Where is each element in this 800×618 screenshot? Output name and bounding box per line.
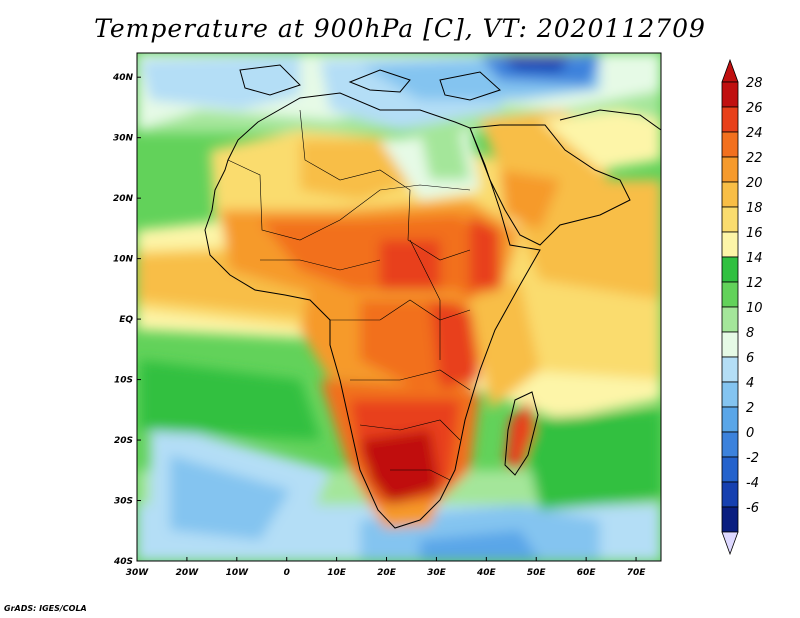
colorbar-label: 12 xyxy=(746,276,763,291)
lon-tick-label: 30W xyxy=(126,568,150,578)
lat-tick-label: 30S xyxy=(114,497,133,507)
colorbar-label: 28 xyxy=(746,76,763,91)
colorbar-swatch xyxy=(721,381,739,408)
colorbar-swatch xyxy=(721,506,739,533)
colorbar-label: 0 xyxy=(746,426,754,441)
lat-tick-label: 20S xyxy=(114,436,133,446)
lon-tick-label: 20E xyxy=(377,568,397,578)
colorbar-label: 8 xyxy=(746,326,754,341)
colorbar-label: 14 xyxy=(746,251,763,266)
colorbar-label: 18 xyxy=(746,201,763,216)
lon-tick-label: 60E xyxy=(577,568,597,578)
lat-tick-label: 20N xyxy=(113,194,134,204)
colorbar-bottom-arrow xyxy=(721,531,739,556)
lon-tick-label: 0 xyxy=(284,568,290,578)
lon-tick-label: 50E xyxy=(527,568,547,578)
colorbar-swatch xyxy=(721,281,739,308)
colorbar-label: 6 xyxy=(746,351,754,366)
colorbar-swatch xyxy=(721,131,739,158)
colorbar-swatch xyxy=(721,481,739,508)
colorbar-swatch xyxy=(721,156,739,183)
colorbar-label: 4 xyxy=(746,376,754,391)
colorbar-label: -6 xyxy=(746,501,759,516)
colorbar-swatch xyxy=(721,456,739,483)
coastlines xyxy=(204,64,661,529)
axis-labels: 30W 20W 10W 0 10E 20E 30E 40E 50E 60E 70E 40N 30N 20N… xyxy=(112,73,646,578)
colorbar-swatch xyxy=(721,181,739,208)
colorbar-label: -4 xyxy=(746,476,759,491)
colorbar-swatch xyxy=(721,106,739,133)
colorbar-label: 26 xyxy=(746,101,763,116)
lon-tick-label: 30E xyxy=(427,568,447,578)
lat-tick-label: 40S xyxy=(113,557,133,567)
colorbar-swatch xyxy=(721,331,739,358)
colorbar-swatch xyxy=(721,306,739,333)
map-title: Temperature at 900hPa [C], VT: 202011270… xyxy=(94,14,706,43)
lat-tick-label: 10N xyxy=(113,255,134,265)
lon-tick-label: 20W xyxy=(176,568,200,578)
colorbar-swatch xyxy=(721,206,739,233)
colorbar-label: 10 xyxy=(746,301,763,316)
country-borders xyxy=(227,109,471,481)
colorbar-swatch xyxy=(721,406,739,433)
lon-tick-label: 70E xyxy=(627,568,647,578)
lon-tick-label: 10E xyxy=(327,568,347,578)
lon-tick-label: 10W xyxy=(226,568,250,578)
colorbar-swatch xyxy=(721,256,739,283)
lat-tick-label: 10S xyxy=(114,376,133,386)
colorbar-swatch xyxy=(721,431,739,458)
colorbar-swatch xyxy=(721,231,739,258)
lat-tick-label: EQ xyxy=(119,315,133,325)
colorbar-swatch xyxy=(721,81,739,108)
colorbar-label: -2 xyxy=(746,451,759,466)
colorbar-swatch xyxy=(721,356,739,383)
lat-tick-label: 40N xyxy=(112,73,134,83)
colorbar-label: 22 xyxy=(746,151,763,166)
colorbar-label: 2 xyxy=(746,401,754,416)
colorbar-label: 20 xyxy=(746,176,763,191)
lat-tick-label: 30N xyxy=(113,134,134,144)
plot-frame xyxy=(136,52,662,562)
lon-tick-label: 40E xyxy=(476,568,497,578)
colorbar-top-arrow xyxy=(721,58,739,83)
colorbar-label: 24 xyxy=(746,126,763,141)
grads-credit: GrADS: IGES/COLA xyxy=(4,604,87,613)
colorbar-label: 16 xyxy=(746,226,763,241)
